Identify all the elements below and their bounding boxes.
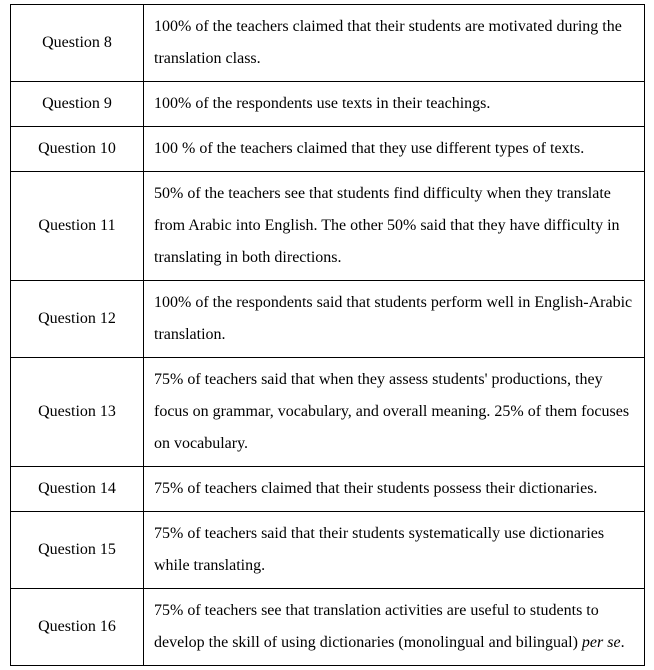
table-row: Question 14 75% of teachers claimed that… [11, 467, 645, 512]
table-row: Question 13 75% of teachers said that wh… [11, 358, 645, 467]
table-row: Question 11 50% of the teachers see that… [11, 172, 645, 281]
answer-cell: 100% of the respondents use texts in the… [144, 82, 645, 127]
answer-cell: 100% of the respondents said that studen… [144, 281, 645, 358]
question-cell: Question 9 [11, 82, 144, 127]
answer-text-post: . [621, 634, 625, 651]
answer-text-pre: 75% of teachers see that translation act… [154, 602, 599, 651]
answer-cell: 75% of teachers see that translation act… [144, 589, 645, 666]
question-cell: Question 13 [11, 358, 144, 467]
table-row: Question 16 75% of teachers see that tra… [11, 589, 645, 666]
question-cell: Question 8 [11, 5, 144, 82]
table-row: Question 12 100% of the respondents said… [11, 281, 645, 358]
question-cell: Question 15 [11, 512, 144, 589]
question-cell: Question 14 [11, 467, 144, 512]
question-cell: Question 16 [11, 589, 144, 666]
table-row: Question 8 100% of the teachers claimed … [11, 5, 645, 82]
table-row: Question 15 75% of teachers said that th… [11, 512, 645, 589]
answer-cell: 50% of the teachers see that students fi… [144, 172, 645, 281]
table-row: Question 10 100 % of the teachers claime… [11, 127, 645, 172]
answer-text-italic: per se [582, 634, 621, 651]
question-cell: Question 12 [11, 281, 144, 358]
answer-cell: 100% of the teachers claimed that their … [144, 5, 645, 82]
answer-cell: 75% of teachers said that their students… [144, 512, 645, 589]
question-cell: Question 10 [11, 127, 144, 172]
question-cell: Question 11 [11, 172, 144, 281]
answer-cell: 75% of teachers said that when they asse… [144, 358, 645, 467]
answer-cell: 100 % of the teachers claimed that they … [144, 127, 645, 172]
answer-cell: 75% of teachers claimed that their stude… [144, 467, 645, 512]
questions-table: Question 8 100% of the teachers claimed … [10, 4, 645, 666]
table-row: Question 9 100% of the respondents use t… [11, 82, 645, 127]
questions-table-body: Question 8 100% of the teachers claimed … [11, 5, 645, 666]
